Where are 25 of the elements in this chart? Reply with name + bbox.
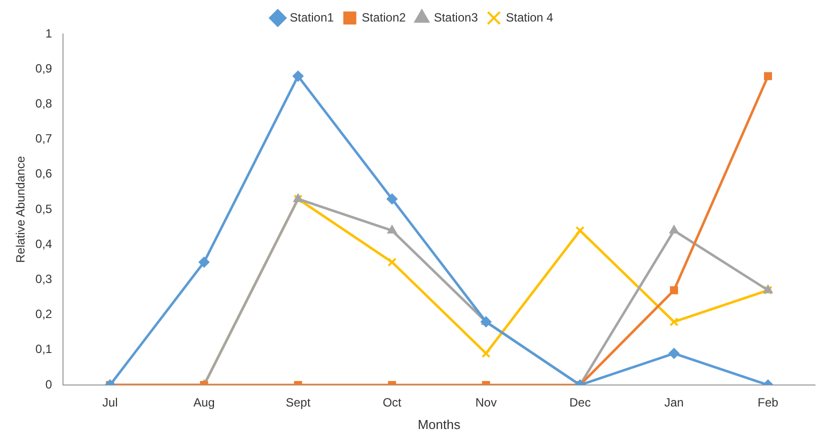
y-tick-label: 0,9	[35, 61, 52, 76]
y-tick-label: 0,1	[35, 342, 52, 356]
y-tick-label: 0,5	[35, 202, 52, 216]
y-tick-label: 0,7	[35, 132, 52, 146]
y-tick-label: 0,4	[35, 236, 52, 251]
x-tick-label: Oct	[382, 396, 402, 410]
y-tick-label: 0	[45, 377, 52, 392]
y-tick-label: 0,3	[35, 272, 52, 286]
x-tick-label: Dec	[569, 396, 591, 410]
y-tick-label: 1	[45, 26, 52, 40]
y-tick-label: 0,6	[35, 166, 52, 181]
x-axis-title: Months	[418, 416, 461, 432]
y-tick-label: 0,8	[35, 96, 52, 111]
legend-label: Station 4	[506, 10, 554, 24]
x-tick-label: Sept	[286, 396, 312, 410]
legend-label: Station1	[290, 10, 334, 24]
x-tick-label: Jan	[664, 396, 684, 410]
y-axis-title: Relative Abundance	[14, 156, 28, 263]
x-tick-label: Jul	[102, 396, 118, 410]
y-tick-label: 0,2	[35, 307, 52, 322]
x-tick-label: Nov	[475, 396, 497, 410]
x-tick-label: Aug	[193, 396, 215, 410]
legend-label: Station2	[362, 10, 406, 24]
legend-label: Station3	[434, 10, 478, 24]
x-tick-label: Feb	[758, 396, 779, 410]
